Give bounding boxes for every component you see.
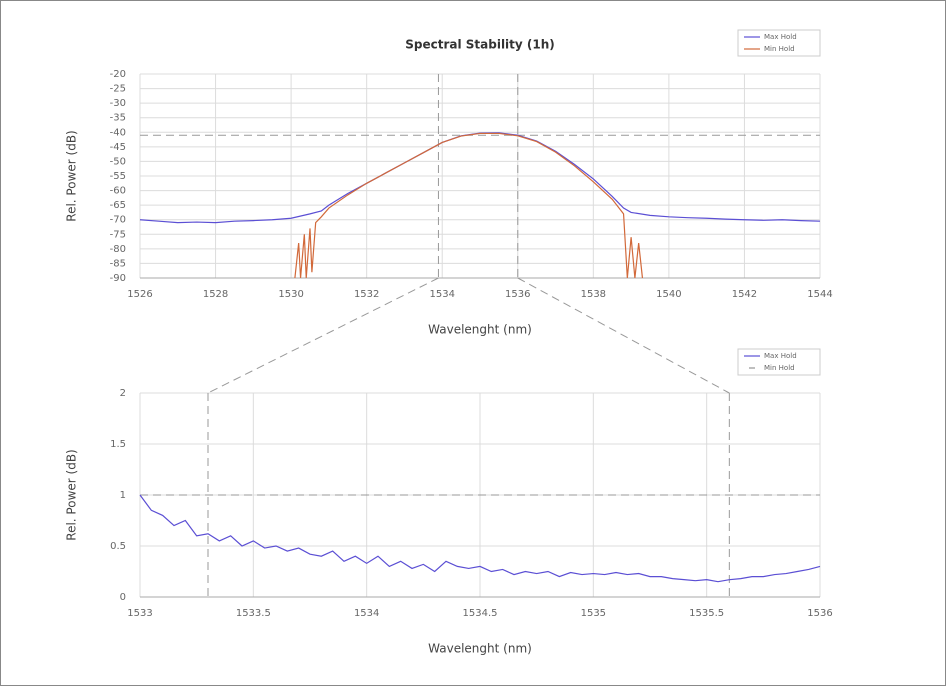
legend-label: Min Hold [764,45,795,53]
x-tick-label: 1540 [656,289,681,300]
y-tick-label: -50 [110,156,126,167]
y-tick-label: -55 [110,171,126,182]
x-axis-label: Wavelenght (nm) [428,323,532,337]
legend-box [737,29,821,57]
x-tick-label: 1536 [807,608,832,619]
y-tick-label: -80 [110,244,126,255]
zoom-connector [517,277,730,394]
y-tick-label: -40 [110,127,126,138]
y-tick-label: -30 [110,98,126,109]
y-tick-label: -20 [110,69,126,80]
chart-title: Spectral Stability (1h) [405,38,555,52]
y-tick-label: -75 [110,229,126,240]
x-tick-label: 1533.5 [236,608,271,619]
y-tick-label: 0.5 [110,541,126,552]
x-tick-label: 1528 [203,289,228,300]
x-tick-label: 1535 [581,608,606,619]
y-tick-label: -65 [110,200,126,211]
y-axis-label: Rel. Power (dB) [65,130,79,221]
x-axis-label: Wavelenght (nm) [428,642,532,656]
y-axis-label: Rel. Power (dB) [65,449,79,540]
zoom-connector [207,277,439,394]
x-tick-label: 1526 [127,289,152,300]
x-tick-label: 1530 [278,289,303,300]
y-tick-label: -60 [110,186,126,197]
x-tick-label: 1544 [807,289,832,300]
y-tick-label: 0 [120,592,126,603]
legend-label: Max Hold [764,33,797,41]
x-tick-label: 1532 [354,289,379,300]
y-tick-label: -35 [110,113,126,124]
x-tick-label: 1534 [354,608,379,619]
legend-label: Max Hold [764,352,797,360]
x-tick-label: 1536 [505,289,530,300]
x-tick-label: 1538 [581,289,606,300]
y-tick-label: 1 [120,490,126,501]
y-tick-label: -70 [110,215,126,226]
x-tick-label: 1533 [127,608,152,619]
x-tick-label: 1534.5 [463,608,498,619]
x-tick-label: 1542 [732,289,757,300]
y-tick-label: 1.5 [110,439,126,450]
x-tick-label: 1534 [429,289,454,300]
y-tick-label: -85 [110,258,126,269]
legend-box [737,348,821,376]
y-tick-label: -25 [110,84,126,95]
y-tick-label: -90 [110,273,126,284]
data-line [139,494,821,583]
y-tick-label: 2 [120,388,126,399]
y-tick-label: -45 [110,142,126,153]
x-tick-label: 1535.5 [689,608,724,619]
legend-label: Min Hold [764,364,795,372]
data-line [294,132,644,279]
